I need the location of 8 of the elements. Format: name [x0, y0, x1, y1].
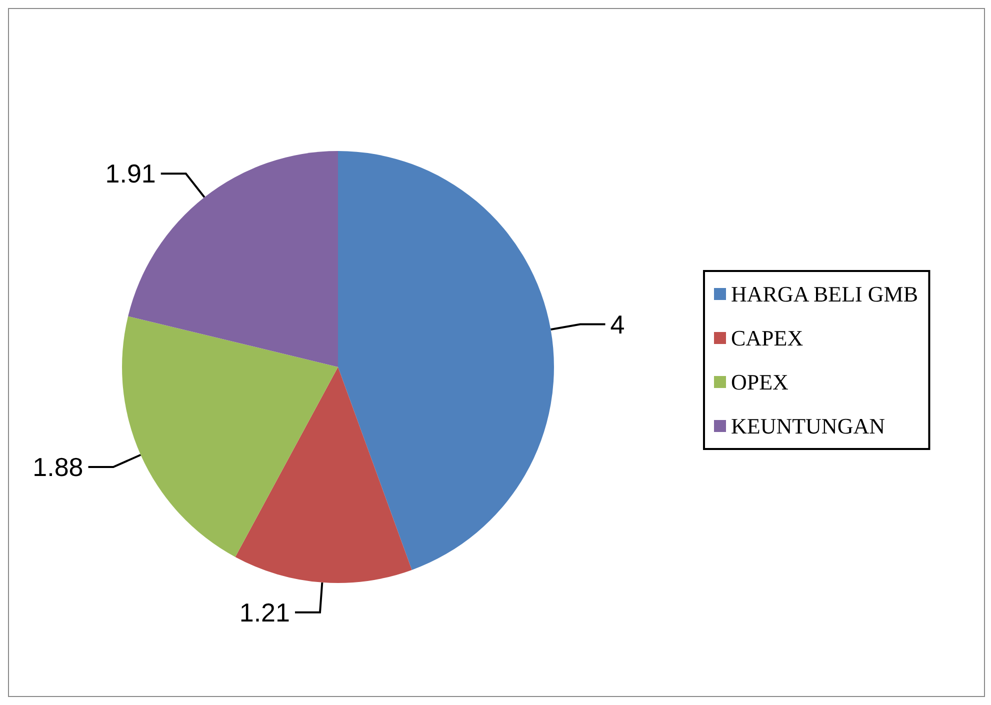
data-label: 1.91	[105, 158, 156, 189]
legend-label: KEUNTUNGAN	[731, 414, 886, 438]
legend-label: OPEX	[731, 370, 789, 394]
data-label: 1.21	[239, 597, 290, 628]
data-label: 1.88	[32, 452, 84, 482]
legend-label: HARGA BELI GMB	[731, 282, 918, 306]
legend-label: CAPEX	[731, 326, 804, 350]
data-label: 4	[610, 309, 625, 340]
